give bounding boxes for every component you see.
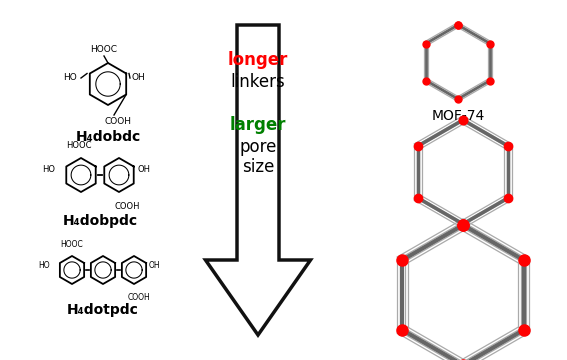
Text: COOH: COOH [104,117,132,126]
Text: HO: HO [63,73,77,82]
Text: COOH: COOH [114,202,139,211]
Text: H₄dobpdc: H₄dobpdc [62,214,138,228]
Polygon shape [205,25,311,335]
Text: pore: pore [239,138,277,156]
Text: H₄dotpdc: H₄dotpdc [67,303,139,317]
Text: COOH: COOH [128,293,150,302]
Text: larger: larger [230,116,286,134]
Text: H₄dobdc: H₄dobdc [75,130,141,144]
Text: OH: OH [149,261,160,270]
Text: linkers: linkers [231,73,285,91]
Text: OH: OH [138,166,151,175]
Text: size: size [242,158,274,176]
Text: MOF-74: MOF-74 [431,109,485,123]
Text: HO: HO [42,166,55,175]
Text: HOOC: HOOC [91,45,117,54]
Text: OH: OH [131,73,145,82]
Text: HO: HO [38,261,50,270]
Text: HOOC: HOOC [61,240,83,249]
Text: longer: longer [228,51,288,69]
Text: HOOC: HOOC [66,141,92,150]
